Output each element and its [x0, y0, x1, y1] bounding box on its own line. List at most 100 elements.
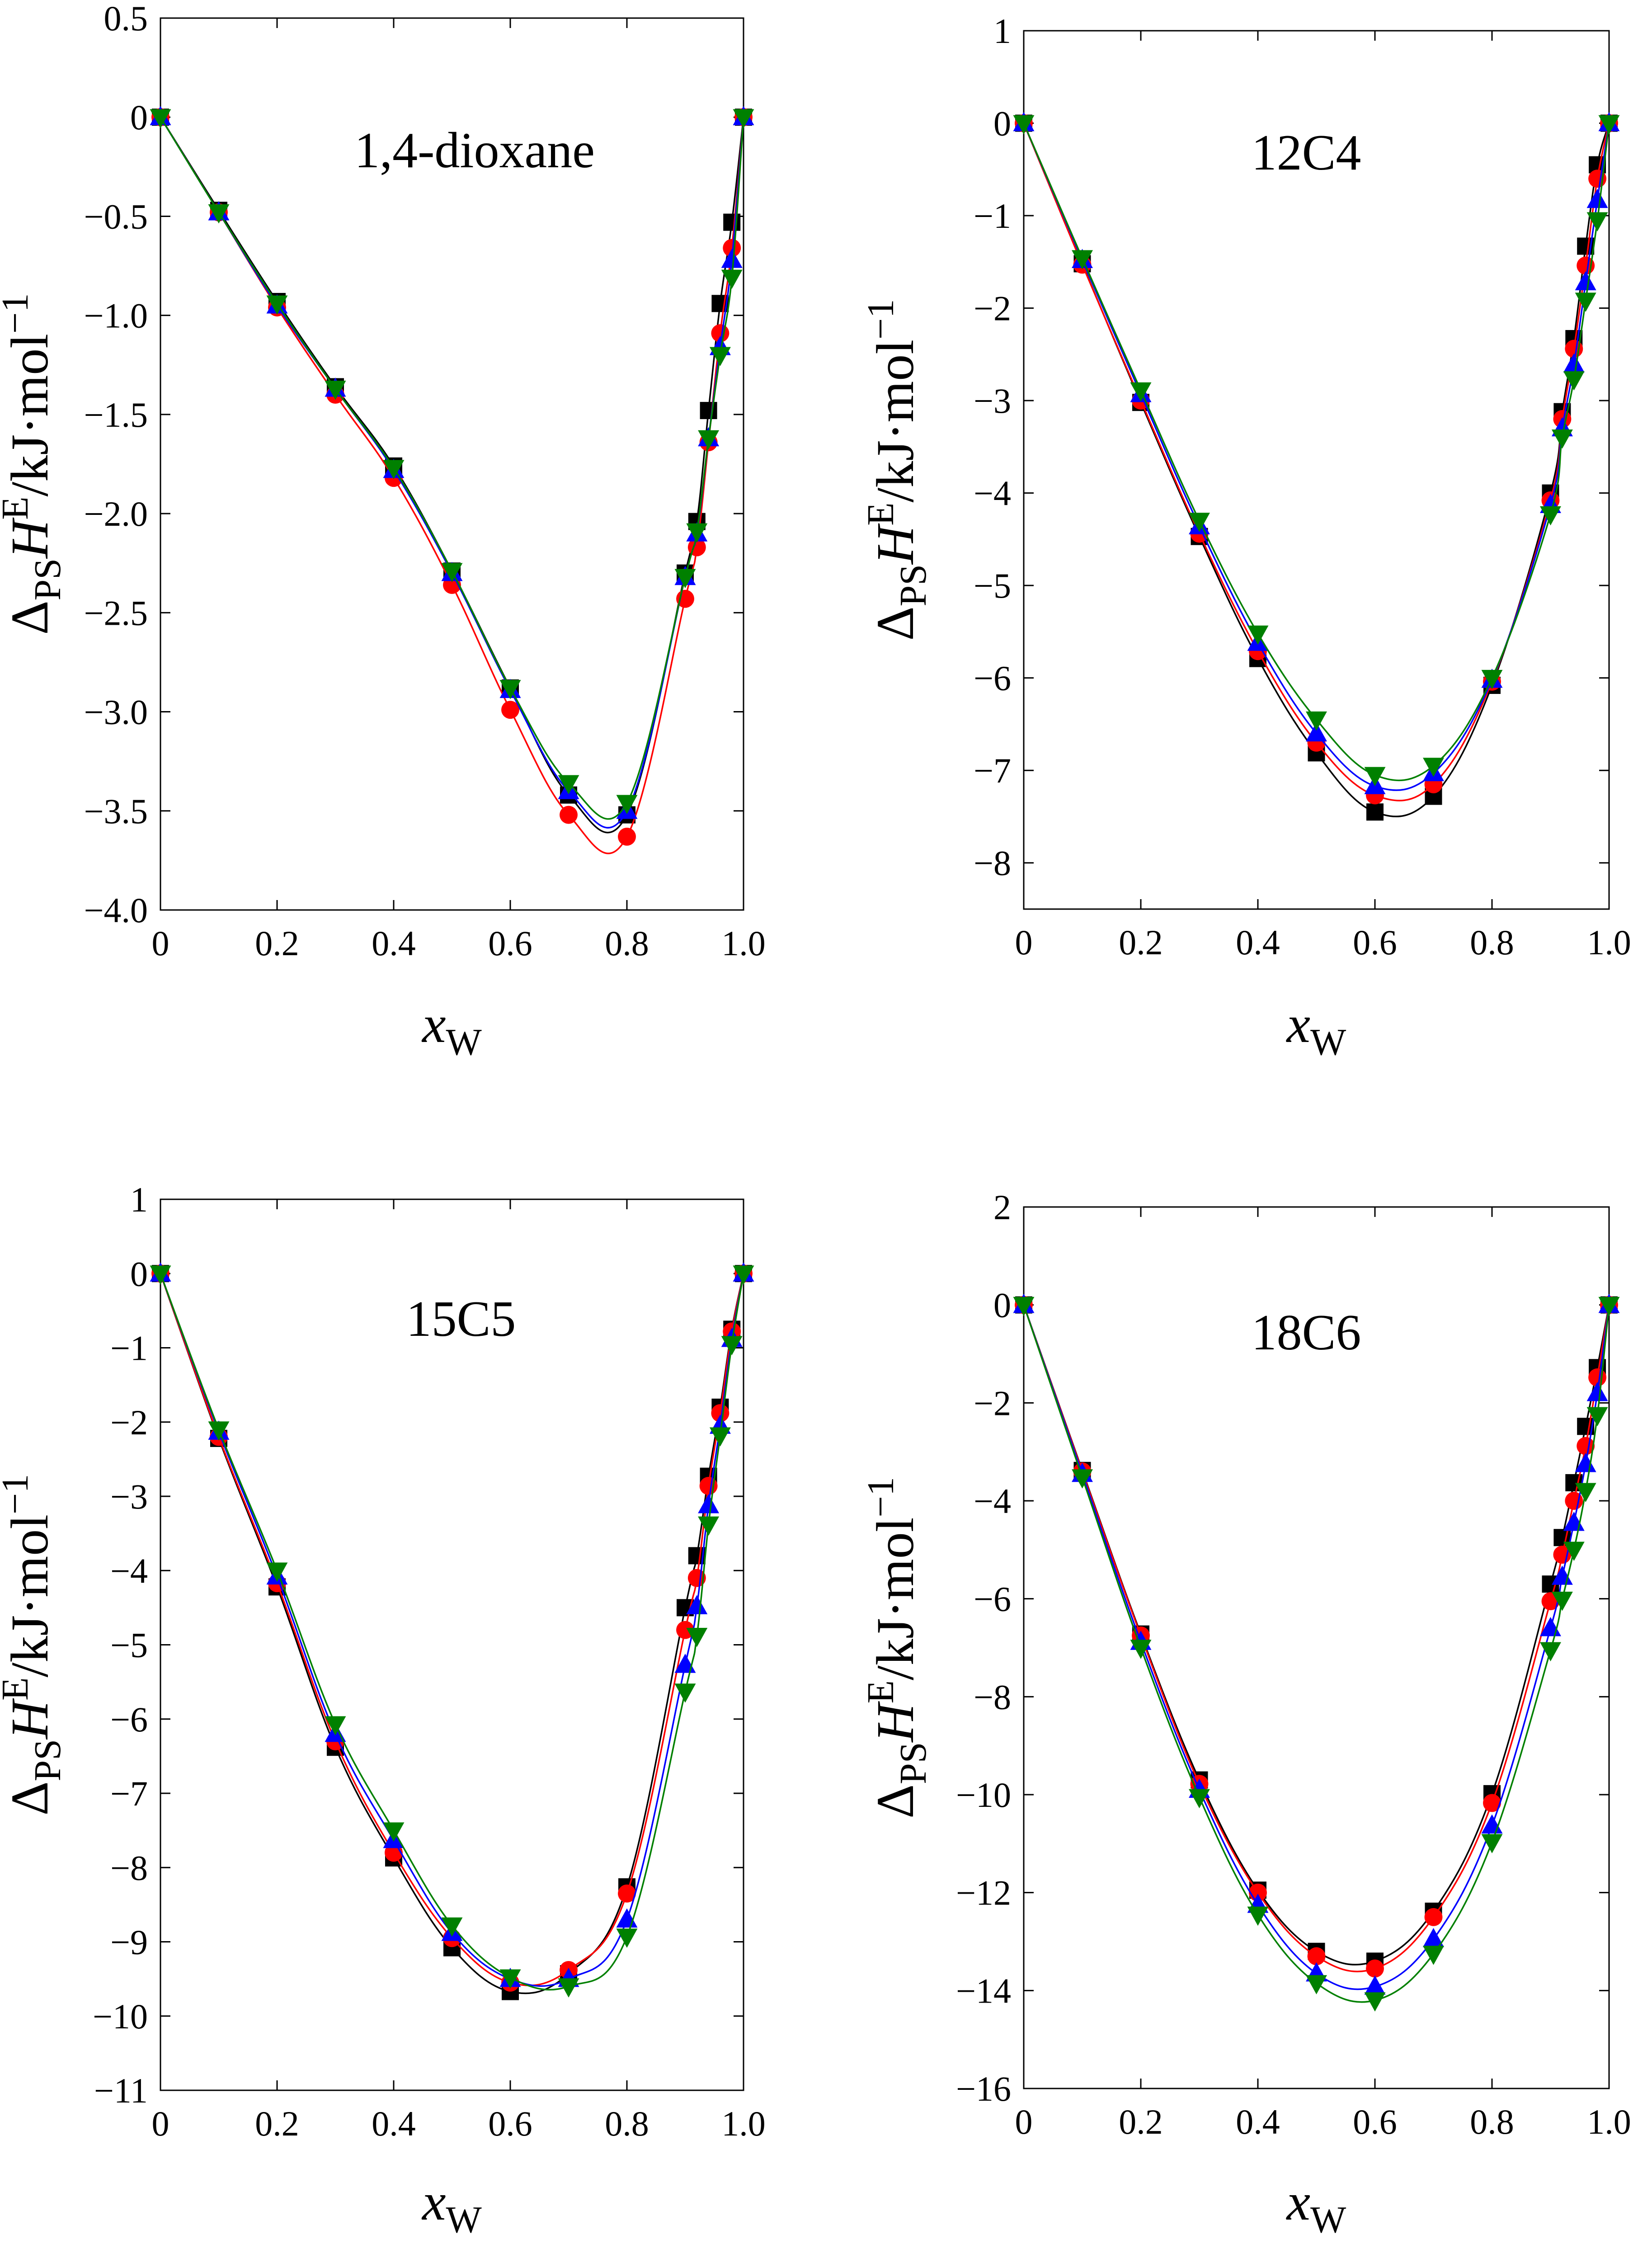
fit-curve-red [1024, 1305, 1609, 1972]
fit-curve-blue [1024, 1305, 1609, 1990]
panel-title: 15C5 [406, 1291, 516, 1347]
x-tick-label: 0.4 [372, 2104, 416, 2143]
data-point-red [1483, 1794, 1501, 1812]
y-tick-label: −3 [110, 1477, 148, 1516]
x-axis-label: xW [1286, 2172, 1346, 2241]
data-point-black [700, 402, 717, 420]
data-point-blue [1586, 189, 1608, 208]
data-point-green [698, 430, 720, 450]
x-axis-label: xW [1286, 995, 1346, 1063]
data-point-green [1586, 1407, 1608, 1427]
x-tick-label: 1.0 [721, 2104, 766, 2143]
data-point-blue [1364, 1975, 1386, 1995]
y-tick-label: −6 [110, 1700, 148, 1739]
data-point-green [721, 1336, 743, 1355]
data-point-red [618, 827, 636, 846]
y-tick-label: 1 [130, 1180, 148, 1219]
y-tick-label: −1 [974, 196, 1011, 236]
y-tick-label: −10 [956, 1775, 1011, 1815]
fit-curve-green [1024, 1305, 1609, 2003]
y-tick-label: −2.5 [84, 593, 148, 632]
data-point-green [1306, 1975, 1327, 1994]
data-point-green [721, 269, 743, 289]
data-point-green [733, 1265, 754, 1285]
data-point-blue [1306, 722, 1327, 742]
x-tick-label: 0.6 [488, 924, 532, 963]
data-point-red [711, 1404, 730, 1422]
x-axis-label: xW [421, 2172, 482, 2241]
data-point-green [383, 1822, 405, 1842]
data-point-green [1575, 292, 1596, 312]
data-point-green [208, 204, 230, 224]
plot-frame [1023, 1206, 1610, 2089]
y-axis-label: ΔPSHE/kJ·mol−1 [0, 1474, 69, 1816]
data-point-green [1423, 758, 1444, 777]
data-point-green [733, 109, 754, 128]
data-point-green [1247, 625, 1269, 645]
y-tick-label: −12 [956, 1873, 1011, 1913]
data-point-green [1551, 429, 1573, 449]
data-point-red [1307, 1947, 1326, 1966]
data-point-green [325, 1716, 346, 1735]
x-tick-label: 0.8 [1470, 923, 1514, 962]
data-point-green [1481, 1834, 1503, 1853]
data-point-green [1189, 1789, 1210, 1809]
y-tick-label: −2 [974, 1383, 1011, 1423]
data-point-green [1540, 506, 1561, 526]
y-tick-label: −5 [974, 566, 1011, 605]
plot-frame [160, 17, 744, 911]
data-point-green [698, 1516, 720, 1536]
y-tick-label: −6 [974, 1579, 1011, 1619]
data-point-red [723, 239, 741, 257]
data-point-red [1366, 1959, 1384, 1978]
y-tick-label: 0 [993, 104, 1011, 143]
data-point-blue [1575, 1453, 1596, 1472]
data-point-green [1013, 1296, 1035, 1316]
data-point-green [1540, 1642, 1561, 1662]
x-tick-label: 0.4 [1236, 2102, 1280, 2141]
y-tick-label: −7 [974, 751, 1011, 790]
data-point-blue [1586, 1381, 1608, 1401]
data-point-green [325, 381, 346, 400]
fit-curve-green [160, 1273, 744, 1991]
data-point-red [676, 1621, 694, 1639]
y-tick-label: 1 [993, 11, 1011, 51]
fit-curve-red [1024, 123, 1609, 801]
y-tick-label: −14 [956, 1971, 1011, 2010]
y-tick-label: −8 [110, 1848, 148, 1887]
x-tick-label: 0.4 [372, 924, 416, 963]
x-tick-label: 0.2 [1119, 923, 1163, 962]
data-point-green [686, 1628, 708, 1647]
x-tick-label: 0.6 [1353, 2102, 1397, 2141]
y-axis-label: ΔPSHE/kJ·mol−1 [0, 293, 69, 635]
data-point-green [499, 680, 521, 699]
data-point-green [208, 1421, 230, 1441]
y-axis-label: ΔPSHE/kJ·mol−1 [860, 1477, 934, 1819]
y-tick-label: −4 [974, 1481, 1011, 1521]
y-tick-label: 0 [130, 1254, 148, 1293]
data-point-green [1130, 1640, 1152, 1659]
y-tick-label: −3.5 [84, 792, 148, 831]
data-point-blue [1423, 1928, 1444, 1947]
data-point-red [618, 1884, 636, 1903]
y-axis-label: ΔPSHE/kJ·mol−1 [860, 299, 934, 641]
data-point-green [1575, 1483, 1596, 1503]
data-point-green [709, 347, 731, 367]
data-point-green [1364, 767, 1386, 787]
x-tick-label: 0.2 [1119, 2102, 1163, 2141]
chart-panel-4: 20−2−4−6−8−10−12−14−160 0.2 0.4 0.6 0.8 1.018… [860, 1188, 1631, 2241]
fit-curve-red [160, 117, 744, 854]
data-point-green [1072, 250, 1093, 269]
y-tick-label: −10 [93, 1997, 148, 2036]
y-tick-label: 2 [993, 1188, 1011, 1227]
data-point-green [558, 775, 579, 795]
y-tick-label: −2 [974, 289, 1011, 328]
x-axis-label: xW [421, 995, 482, 1063]
x-tick-label: 1.0 [721, 924, 766, 963]
x-tick-label: 0.6 [1353, 923, 1397, 962]
data-point-green [441, 563, 463, 582]
data-point-red [1424, 1908, 1443, 1926]
y-tick-label: −8 [974, 844, 1011, 883]
data-point-green [1598, 115, 1620, 135]
